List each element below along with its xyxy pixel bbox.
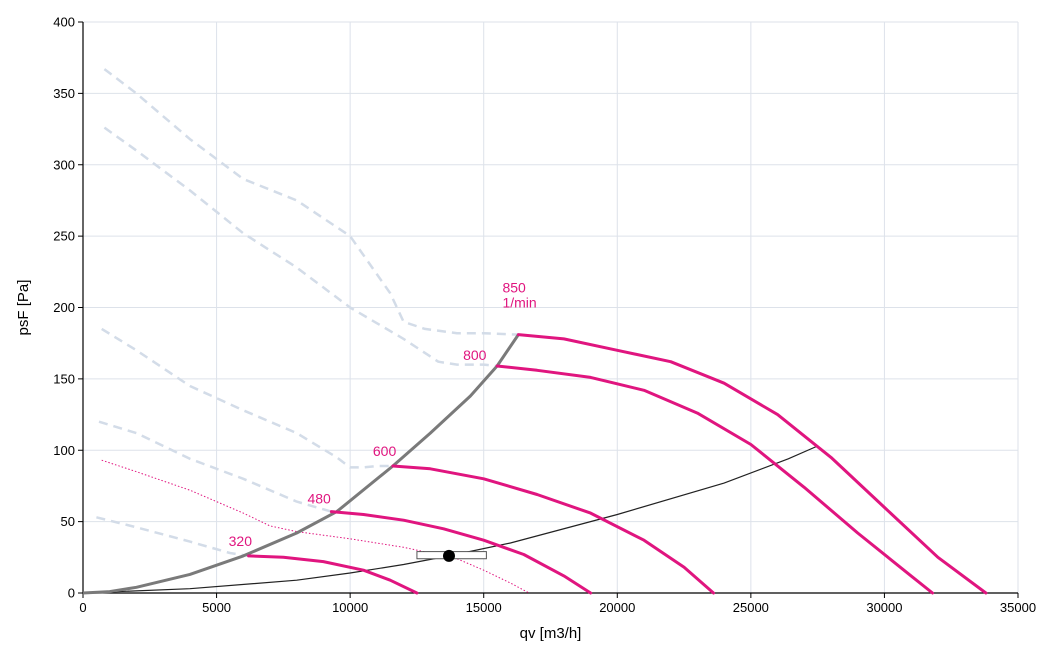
faint-curve [98,420,332,513]
speed-curve-label: 320 [229,533,253,549]
speed-curve-label: 800 [463,347,487,363]
dotted-limit-curve [101,459,530,594]
x-tick-label: 35000 [1000,600,1036,615]
x-tick-label: 10000 [332,600,368,615]
system-curve [82,445,818,594]
speed-curve [495,364,934,595]
axes [78,21,1019,598]
y-tick-label: 250 [53,229,75,244]
tick-labels: 0 5000 10000 15000 20000 25000 30000 35000 0 50 10… [53,15,1036,616]
faint-curve [101,327,393,469]
speed-curve-label: 1/min [502,295,536,311]
y-tick-label: 100 [53,443,75,458]
y-tick-label: 300 [53,157,75,172]
speed-curve [329,510,593,595]
y-tick-label: 0 [68,586,75,601]
x-tick-label: 30000 [866,600,902,615]
speed-curve [516,333,988,595]
y-tick-label: 350 [53,86,75,101]
y-tick-label: 200 [53,300,75,315]
speed-curve-label: 850 [502,280,526,296]
x-tick-label: 5000 [202,600,231,615]
operating-limit-curve [82,333,520,595]
x-tick-label: 25000 [733,600,769,615]
y-tick-label: 150 [53,371,75,386]
faint-curve [103,68,519,336]
y-tick-label: 50 [61,514,75,529]
x-tick-label: 15000 [466,600,502,615]
y-tick-label: 400 [53,15,75,30]
faint-curve [96,516,249,558]
speed-curve-label: 600 [373,443,397,459]
faint-curve [103,126,498,368]
speed-curve [391,464,715,595]
speed-curve [247,554,419,595]
y-axis-label: psF [Pa] [15,280,32,336]
x-axis-label: qv [m3/h] [520,625,582,642]
speed-curve-label: 480 [307,491,331,507]
operating-point-marker [442,549,455,562]
curves [82,68,988,595]
markers [416,549,487,562]
grid-lines [83,21,1019,593]
x-tick-label: 20000 [599,600,635,615]
x-tick-label: 0 [79,600,86,615]
